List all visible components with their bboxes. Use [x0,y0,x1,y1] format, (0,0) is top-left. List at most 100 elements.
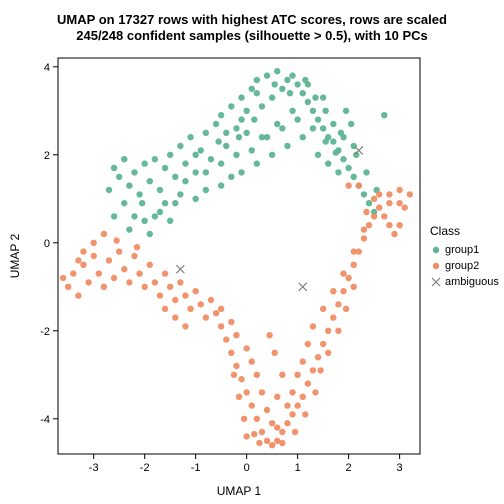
legend-marker [433,247,439,253]
point-group2 [317,367,323,373]
point-group2 [218,306,224,312]
point-group1 [284,77,290,83]
point-group1 [269,94,275,100]
point-group2 [356,182,362,188]
point-group1 [218,182,224,188]
x-tick-label: 3 [397,462,403,474]
point-group2 [116,248,122,254]
x-tick-label: -2 [140,462,150,474]
point-group2 [60,275,66,281]
point-group1 [131,169,137,175]
point-group2 [241,416,247,422]
point-group2 [231,372,237,378]
point-group2 [279,372,285,378]
point-group1 [106,187,112,193]
point-group1 [152,213,158,219]
point-group2 [157,292,163,298]
point-group2 [289,411,295,417]
point-group2 [381,213,387,219]
point-group1 [238,169,244,175]
point-group2 [233,332,239,338]
point-group2 [279,440,285,446]
point-group1 [233,152,239,158]
point-group2 [101,284,107,290]
point-group1 [131,213,137,219]
point-group1 [203,130,209,136]
point-group1 [126,226,132,232]
point-group1 [192,196,198,202]
point-group2 [75,292,81,298]
point-group2 [279,429,285,435]
point-group1 [305,81,311,87]
point-group2 [407,191,413,197]
point-group2 [233,363,239,369]
point-group1 [279,125,285,131]
point-group2 [310,367,316,373]
point-group1 [249,86,255,92]
point-group2 [203,314,209,320]
point-group1 [284,143,290,149]
point-group2 [320,306,326,312]
point-group2 [223,336,229,342]
point-group1 [126,182,132,188]
point-group2 [376,204,382,210]
point-group1 [320,125,326,131]
point-group1 [289,72,295,78]
point-group1 [141,160,147,166]
point-group1 [111,165,117,171]
point-group2 [228,319,234,325]
point-group2 [147,262,153,268]
point-group2 [243,345,249,351]
point-group1 [340,156,346,162]
point-group1 [254,77,260,83]
point-group2 [167,284,173,290]
point-group2 [402,204,408,210]
point-group2 [391,231,397,237]
point-group1 [351,174,357,180]
point-group1 [208,156,214,162]
point-group2 [274,424,280,430]
point-group2 [361,226,367,232]
point-group2 [386,191,392,197]
point-group1 [192,169,198,175]
point-group2 [213,310,219,316]
point-group1 [157,187,163,193]
point-group1 [238,116,244,122]
point-group1 [274,68,280,74]
point-group2 [90,253,96,259]
point-group2 [259,429,265,435]
point-group2 [269,442,275,448]
point-group2 [111,275,117,281]
point-group1 [269,152,275,158]
point-group1 [289,108,295,114]
point-group2 [172,314,178,320]
point-group1 [147,231,153,237]
point-group1 [228,103,234,109]
point-group1 [322,108,328,114]
point-group2 [70,270,76,276]
point-group2 [351,284,357,290]
point-group2 [345,275,351,281]
point-group2 [371,213,377,219]
point-group1 [141,218,147,224]
point-group2 [315,354,321,360]
point-group2 [300,358,306,364]
point-group2 [162,306,168,312]
y-tick-label: 4 [44,62,50,74]
point-group2 [75,257,81,263]
point-group2 [85,279,91,285]
point-group2 [182,323,188,329]
x-tick-label: 2 [346,462,352,474]
point-group1 [203,187,209,193]
point-group1 [111,213,117,219]
point-group2 [396,187,402,193]
point-group1 [333,149,339,155]
point-group2 [198,301,204,307]
point-group2 [187,306,193,312]
legend-marker [433,263,439,269]
point-group1 [223,130,229,136]
point-group2 [294,372,300,378]
point-group1 [157,209,163,215]
point-group2 [269,420,275,426]
point-group2 [396,200,402,206]
